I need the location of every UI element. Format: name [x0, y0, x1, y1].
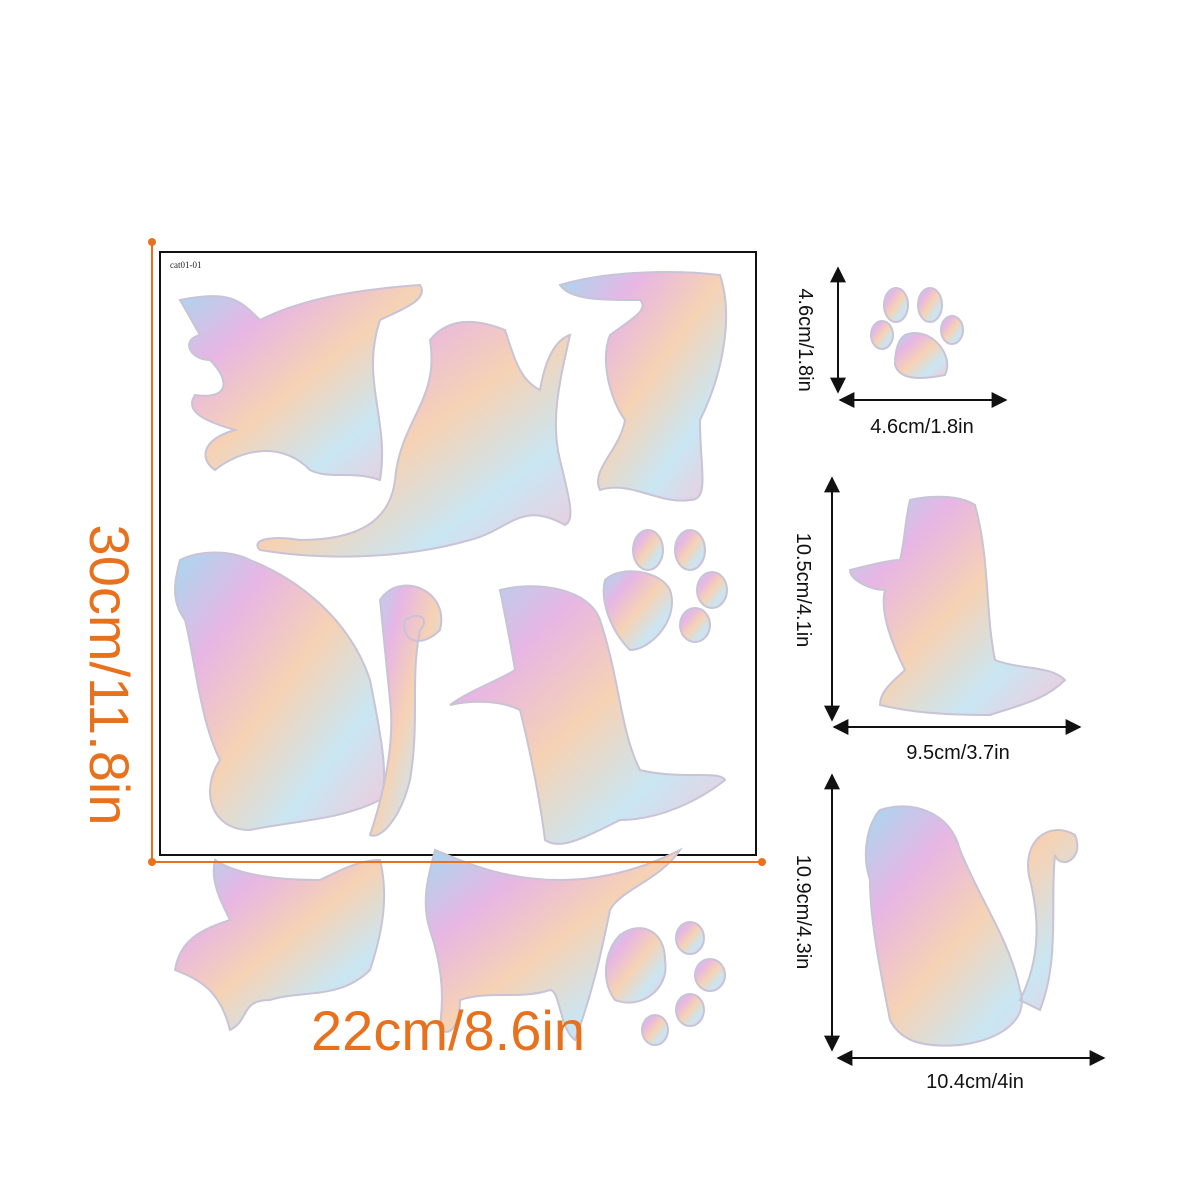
item-height: 4.6cm/1.8in: [794, 288, 816, 391]
item-height: 10.5cm/4.1in: [792, 533, 814, 648]
sheet-height: 30cm/11.8in: [78, 525, 141, 826]
item-width: 9.5cm/3.7in: [906, 742, 1009, 764]
item-width: 10.4cm/4in: [926, 1071, 1024, 1093]
sticker-art: [173, 271, 1079, 1047]
item-width: 4.6cm/1.8in: [870, 416, 973, 438]
sheet-width: 22cm/8.6in: [311, 999, 585, 1062]
item-height: 10.9cm/4.3in: [792, 855, 814, 970]
sheet-code: cat01-01: [170, 260, 202, 270]
